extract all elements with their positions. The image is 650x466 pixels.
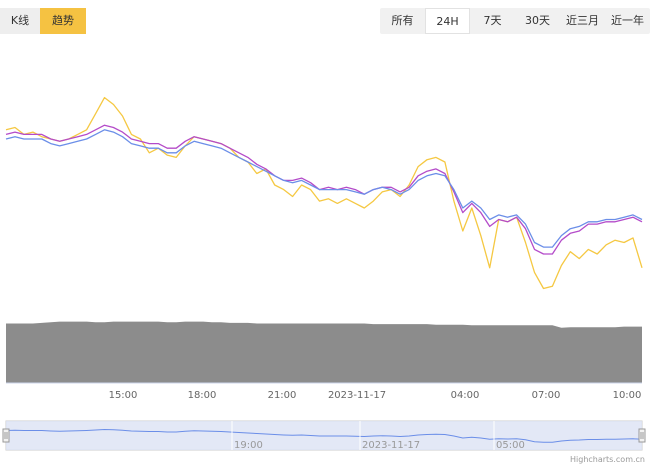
range-all-button[interactable]: 所有 <box>391 14 414 27</box>
x-tick-label: 15:00 <box>109 390 138 401</box>
x-tick-label: 10:00 <box>613 390 642 401</box>
range-30d-button[interactable]: 30天 <box>525 14 550 27</box>
x-tick-label: 04:00 <box>451 390 480 401</box>
navigator-tick-label: 05:00 <box>496 440 525 451</box>
navigator[interactable]: 19:00 2023-11-17 05:00 <box>2 420 646 451</box>
navigator-tick-label: 2023-11-17 <box>362 440 420 451</box>
x-tick-label: 2023-11-17 <box>328 390 386 401</box>
volume-area <box>6 321 642 383</box>
range-1y-button[interactable]: 近一年 <box>611 14 644 27</box>
series-line-0 <box>5 96 643 290</box>
trend-tab[interactable]: 趋势 <box>40 8 86 34</box>
x-axis: 15:00 18:00 21:00 2023-11-17 04:00 07:00… <box>109 390 642 401</box>
kline-tab[interactable]: K线 <box>0 8 40 34</box>
series-line-1 <box>5 124 643 255</box>
range-3m-button[interactable]: 近三月 <box>566 14 599 27</box>
navigator-left-handle[interactable] <box>2 428 10 443</box>
range-24h-button[interactable]: 24H <box>425 8 470 34</box>
navigator-tick-label: 19:00 <box>234 440 263 451</box>
chart-type-toggle: K线 趋势 <box>0 8 86 34</box>
navigator-series <box>5 428 643 443</box>
volume-area-fill <box>6 321 642 383</box>
price-lines <box>5 96 643 290</box>
range-selector: 所有 24H 7天 30天 近三月 近一年 <box>380 8 650 34</box>
x-tick-label: 18:00 <box>188 390 217 401</box>
x-tick-label: 07:00 <box>532 390 561 401</box>
x-tick-label: 21:00 <box>268 390 297 401</box>
navigator-right-handle[interactable] <box>638 428 646 443</box>
series-line-2 <box>5 129 643 248</box>
range-7d-button[interactable]: 7天 <box>483 14 502 27</box>
highcharts-credit[interactable]: Highcharts.com.cn <box>570 455 645 464</box>
